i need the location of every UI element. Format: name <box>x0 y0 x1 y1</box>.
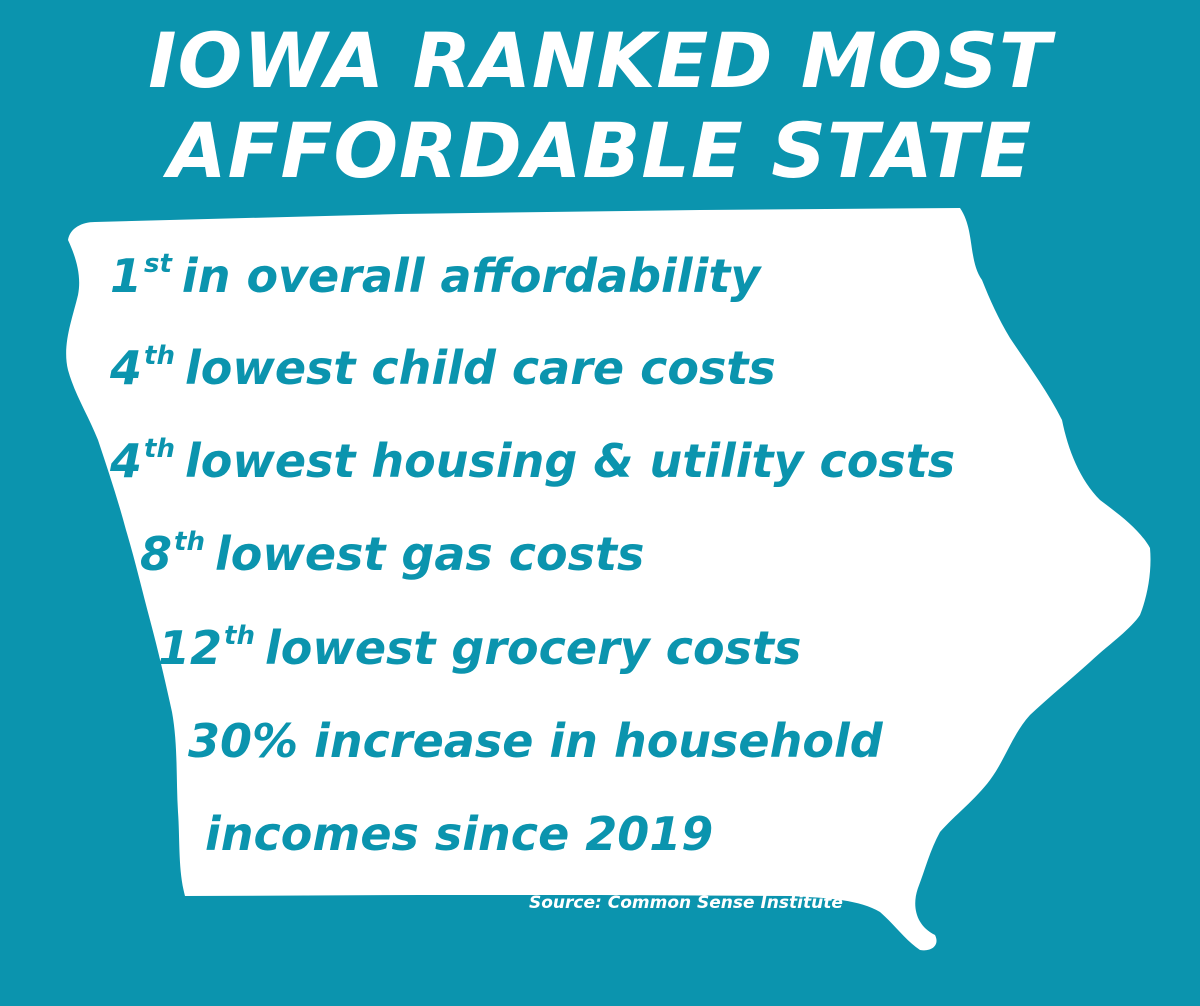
stat-overall-affordability: 1st in overall affordability <box>110 248 760 304</box>
stat-text: lowest gas costs <box>214 527 645 581</box>
stat-housing-utility-costs: 4th lowest housing & utility costs <box>110 433 955 489</box>
stat-child-care-costs: 4th lowest child care costs <box>110 340 776 396</box>
stat-rank: 12 <box>158 621 223 675</box>
stat-grocery-costs: 12th lowest grocery costs <box>158 620 801 676</box>
stat-rank-suffix: th <box>224 621 255 651</box>
stat-household-income-line-2: incomes since 2019 <box>205 806 713 862</box>
stat-text: 30% increase in household <box>188 714 883 768</box>
stat-text: lowest housing & utility costs <box>184 434 956 488</box>
stat-rank-suffix: th <box>144 341 175 371</box>
stat-household-income-line-1: 30% increase in household <box>188 713 883 769</box>
stat-gas-costs: 8th lowest gas costs <box>140 526 644 582</box>
stat-text: lowest child care costs <box>184 341 776 395</box>
stat-rank-suffix: th <box>174 527 205 557</box>
stat-rank: 4 <box>110 341 143 395</box>
page-title: IOWA RANKED MOST AFFORDABLE STATE <box>0 16 1200 196</box>
stat-text: lowest grocery costs <box>264 621 802 675</box>
title-line-2: AFFORDABLE STATE <box>167 106 1033 195</box>
stat-rank: 4 <box>110 434 143 488</box>
stat-text: incomes since 2019 <box>205 807 714 861</box>
stat-rank-suffix: st <box>144 249 172 279</box>
stat-rank-suffix: th <box>144 434 175 464</box>
stat-rank: 1 <box>110 249 143 303</box>
stat-rank: 8 <box>140 527 173 581</box>
stat-text: in overall affordability <box>181 249 761 303</box>
source-credit: Source: Common Sense Institute <box>529 893 843 913</box>
title-line-1: IOWA RANKED MOST <box>148 16 1052 105</box>
